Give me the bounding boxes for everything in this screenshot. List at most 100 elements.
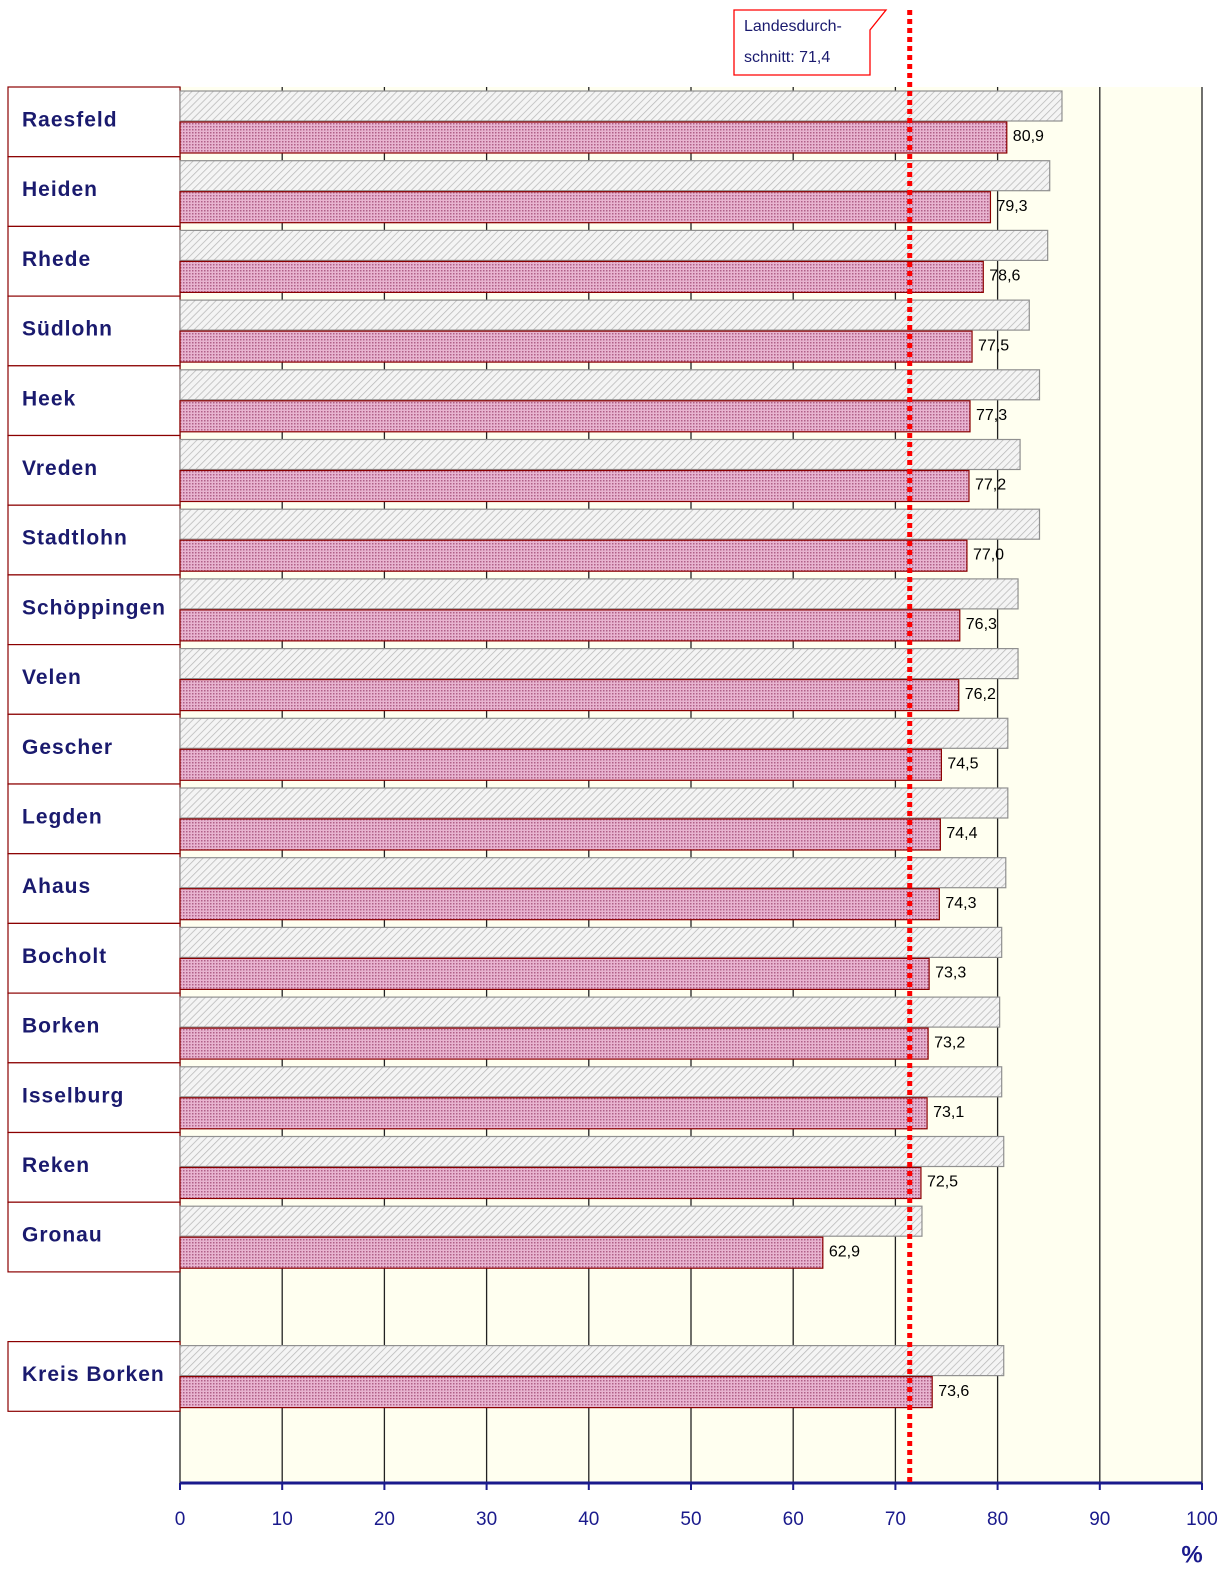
bar <box>179 260 984 293</box>
value-label: 77,3 <box>976 407 1007 424</box>
x-tick-label: 30 <box>476 1509 497 1530</box>
value-label: 62,9 <box>829 1243 860 1260</box>
bar <box>179 191 992 224</box>
value-label: 73,1 <box>933 1104 964 1121</box>
x-tick-label: 50 <box>680 1509 701 1530</box>
bar <box>179 369 1041 401</box>
bar <box>179 996 1001 1028</box>
value-label: 73,6 <box>938 1383 969 1400</box>
value-label: 78,6 <box>989 268 1020 285</box>
value-label: 73,3 <box>935 965 966 982</box>
annotation-text: Landesdurch- <box>744 18 842 35</box>
x-tick-label: 10 <box>272 1509 293 1530</box>
x-tick-label: 80 <box>987 1509 1008 1530</box>
value-label: 76,3 <box>966 616 997 633</box>
category-box <box>7 156 181 227</box>
value-label: 79,3 <box>996 198 1027 215</box>
category-box <box>7 504 181 576</box>
category-label: Raesfeld <box>22 109 118 132</box>
bar <box>179 818 941 851</box>
category-label: Gronau <box>22 1224 103 1247</box>
bar <box>179 1375 933 1409</box>
bar <box>179 90 1063 122</box>
bar <box>179 857 1007 889</box>
bar <box>179 539 968 572</box>
category-box <box>7 1062 181 1134</box>
bar <box>179 957 930 991</box>
x-tick-label: 60 <box>783 1509 804 1530</box>
bar <box>179 438 1021 471</box>
category-box <box>7 1201 181 1273</box>
bar <box>179 400 971 433</box>
bar <box>179 1344 1005 1377</box>
category-label: Rhede <box>22 248 91 271</box>
category-label: Stadtlohn <box>22 527 128 550</box>
value-label: 76,2 <box>965 686 996 703</box>
annotation-box <box>733 9 888 76</box>
bar <box>179 1236 824 1269</box>
bar <box>179 469 970 503</box>
bar <box>179 1097 928 1130</box>
value-label: 74,5 <box>947 756 978 773</box>
bar <box>179 229 1049 261</box>
bar <box>179 787 1009 819</box>
bar <box>179 678 960 712</box>
category-label: Reken <box>22 1154 90 1177</box>
bar <box>179 1066 1003 1098</box>
x-tick-label: 70 <box>885 1509 906 1530</box>
category-label: Velen <box>22 666 82 689</box>
category-box <box>7 783 181 855</box>
bar <box>179 1205 923 1237</box>
bar <box>179 508 1041 540</box>
category-label: Gescher <box>22 736 113 759</box>
bar <box>179 1135 1005 1168</box>
bar <box>179 926 1003 959</box>
category-label: Vreden <box>22 457 98 480</box>
value-label: 73,2 <box>934 1034 965 1051</box>
bar <box>179 299 1030 331</box>
bar <box>179 717 1009 749</box>
category-box <box>7 713 181 785</box>
bar <box>179 578 1019 610</box>
category-label: Heiden <box>22 178 98 201</box>
category-box <box>7 922 181 994</box>
bar <box>179 160 1051 192</box>
category-label: Isselburg <box>22 1084 124 1107</box>
x-tick-label: 0 <box>175 1509 186 1530</box>
x-tick-label: 90 <box>1089 1509 1110 1530</box>
bar <box>179 1027 929 1060</box>
category-box <box>7 853 181 925</box>
category-box <box>7 434 181 506</box>
value-label: 77,0 <box>973 546 1004 563</box>
x-tick-label: 20 <box>374 1509 395 1530</box>
category-label: Heek <box>22 387 76 410</box>
value-label: 80,9 <box>1013 128 1044 145</box>
bar <box>179 1166 922 1200</box>
bar <box>179 330 973 363</box>
category-label: Kreis Borken <box>22 1363 165 1386</box>
category-label: Schöppingen <box>22 596 166 619</box>
category-box <box>7 643 181 715</box>
category-box <box>7 992 181 1064</box>
category-label: Borken <box>22 1015 100 1038</box>
value-label: 77,5 <box>978 337 1009 354</box>
category-label: Bocholt <box>22 945 107 968</box>
bar <box>179 609 961 642</box>
value-label: 74,4 <box>946 825 977 842</box>
category-box <box>7 574 181 646</box>
x-tick-label: 100 <box>1186 1509 1218 1530</box>
bar <box>179 748 942 781</box>
value-label: 72,5 <box>927 1174 958 1191</box>
x-axis-label: % <box>1181 1541 1202 1568</box>
annotation-text: schnitt: 71,4 <box>744 49 830 66</box>
category-label: Südlohn <box>22 318 113 341</box>
bar <box>179 647 1019 680</box>
value-label: 74,3 <box>945 895 976 912</box>
category-label: Ahaus <box>22 875 91 898</box>
category-box <box>7 295 181 367</box>
category-label: Legden <box>22 806 103 829</box>
value-label: 77,2 <box>975 477 1006 494</box>
x-tick-label: 40 <box>578 1509 599 1530</box>
bar <box>179 888 940 921</box>
